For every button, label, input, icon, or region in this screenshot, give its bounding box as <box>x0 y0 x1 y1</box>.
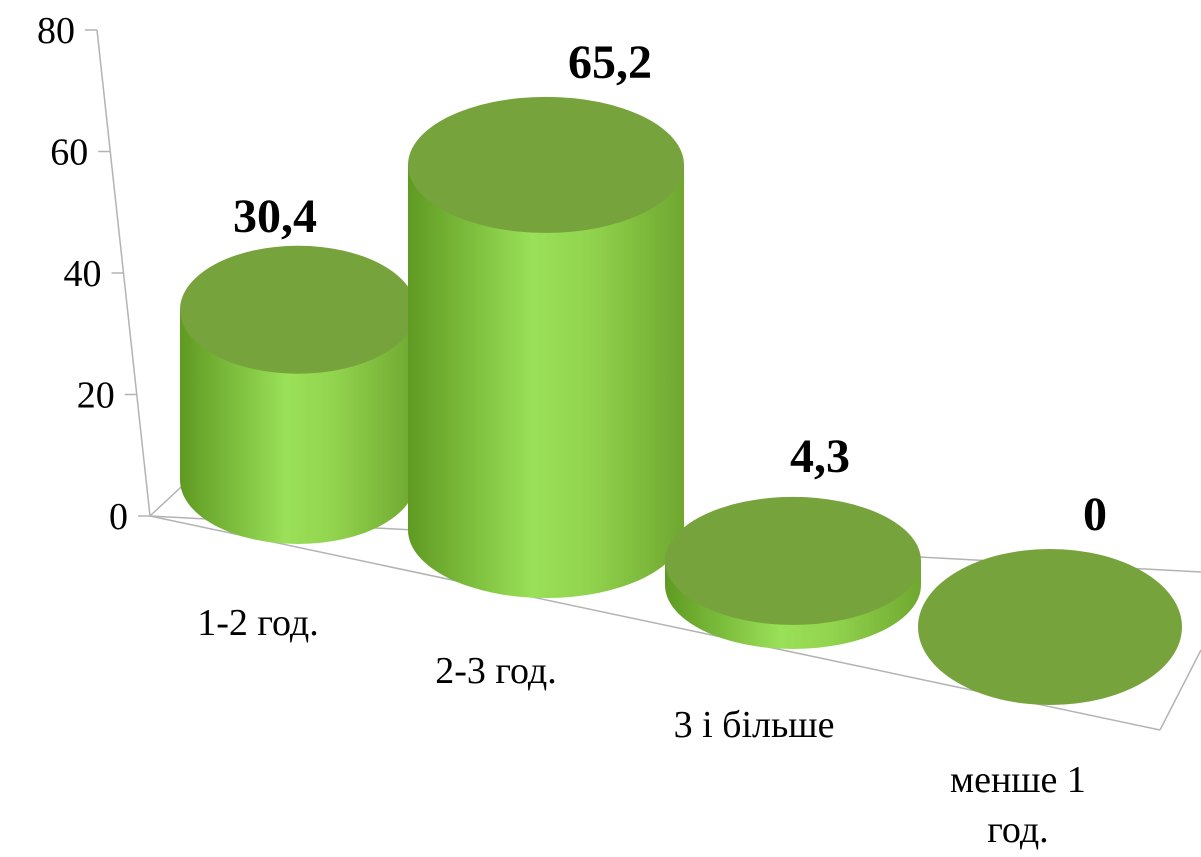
bar-cylinder <box>180 245 416 544</box>
category-label-line: менше 1 <box>950 759 1086 801</box>
category-labels: 1-2 год. 2-3 год. 3 і більше менше 1 год. <box>197 602 1086 851</box>
y-tick-label: 40 <box>64 253 102 295</box>
floor-right-edge <box>1159 649 1201 731</box>
y-axis-ticks: 0 20 40 60 80 <box>37 10 150 538</box>
data-label: 30,4 <box>233 190 317 243</box>
category-label: 2-3 год. <box>435 650 557 692</box>
bar-cylinder <box>665 496 921 649</box>
bar-side <box>180 309 416 544</box>
category-label: 3 і більше <box>674 704 835 746</box>
bar-top <box>918 549 1182 705</box>
y-tick-label: 0 <box>109 496 128 538</box>
category-label: 1-2 год. <box>197 602 319 644</box>
bar-cylinder <box>408 96 684 598</box>
bar-cylinder <box>918 549 1182 705</box>
bar-top <box>180 245 416 374</box>
bars-group: 30,4 65,2 4,3 0 <box>180 36 1182 705</box>
category-label-line: год. <box>987 809 1048 851</box>
bar-top <box>408 96 684 233</box>
bar-top <box>665 496 921 625</box>
y-tick-label: 60 <box>50 132 88 174</box>
y-tick-label: 80 <box>37 10 75 52</box>
data-label: 4,3 <box>790 430 850 483</box>
data-label: 65,2 <box>568 36 652 89</box>
data-label: 0 <box>1083 488 1107 541</box>
y-tick-label: 20 <box>77 375 115 417</box>
bar-side <box>408 164 684 598</box>
category-label: менше 1 год. <box>950 759 1086 851</box>
